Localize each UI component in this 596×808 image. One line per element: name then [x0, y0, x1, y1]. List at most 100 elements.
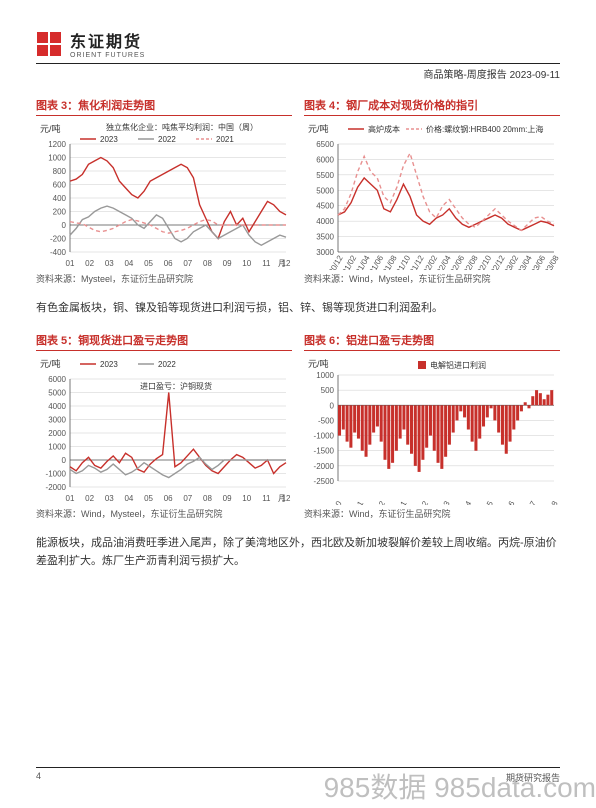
- svg-text:03: 03: [105, 259, 114, 268]
- watermark: 985数据 985data.com: [324, 766, 596, 806]
- svg-text:04: 04: [124, 259, 133, 268]
- page-number: 4: [36, 771, 41, 784]
- svg-text:500: 500: [321, 386, 335, 395]
- svg-text:07: 07: [183, 259, 192, 268]
- svg-text:03: 03: [105, 494, 114, 503]
- chart6: 元/吨电解铝进口利润-2500-2000-1500-1000-500050010…: [304, 355, 560, 505]
- chart5-source: 资料来源：Wind，Mysteel，东证衍生品研究院: [36, 507, 292, 520]
- svg-text:6000: 6000: [48, 375, 66, 384]
- svg-text:01: 01: [66, 494, 75, 503]
- svg-text:1000: 1000: [48, 154, 66, 163]
- chart4-source: 资料来源：Wind，Mysteel，东证衍生品研究院: [304, 272, 560, 285]
- svg-text:06: 06: [164, 494, 173, 503]
- chart5-title: 图表 5：铜现货进口盈亏走势图: [36, 332, 292, 351]
- svg-text:5000: 5000: [316, 186, 334, 195]
- svg-text:4000: 4000: [316, 217, 334, 226]
- svg-text:1200: 1200: [48, 140, 66, 149]
- svg-text:23/06: 23/06: [499, 499, 517, 505]
- svg-text:1000: 1000: [48, 442, 66, 451]
- chart3: 元/吨独立焦化企业：吨焦平均利润：中国（周）202320222021-400-2…: [36, 120, 292, 270]
- svg-text:23/08: 23/08: [543, 253, 560, 270]
- svg-text:月: 月: [278, 259, 286, 268]
- svg-text:23/08: 23/08: [542, 499, 560, 505]
- svg-text:-500: -500: [318, 416, 335, 425]
- svg-text:08: 08: [203, 259, 212, 268]
- svg-text:600: 600: [53, 181, 67, 190]
- brand-cn: 东证期货: [70, 28, 145, 52]
- svg-text:0: 0: [62, 456, 67, 465]
- brand-en: ORIENT FUTURES: [70, 52, 145, 59]
- svg-text:800: 800: [53, 167, 67, 176]
- svg-text:2023: 2023: [100, 360, 118, 369]
- svg-text:0: 0: [330, 401, 335, 410]
- chart6-title: 图表 6：铝进口盈亏走势图: [304, 332, 560, 351]
- chart6-source: 资料来源：Wind，东证衍生品研究院: [304, 507, 560, 520]
- svg-text:23/02: 23/02: [412, 499, 430, 505]
- logo-icon: [36, 31, 62, 57]
- chart4-title: 图表 4：钢厂成本对现货价格的指引: [304, 97, 560, 116]
- svg-text:09: 09: [223, 494, 232, 503]
- svg-text:01: 01: [66, 259, 75, 268]
- svg-text:02: 02: [85, 259, 94, 268]
- svg-text:07: 07: [183, 494, 192, 503]
- svg-text:2022: 2022: [158, 135, 176, 144]
- svg-text:23/07: 23/07: [520, 499, 538, 505]
- svg-text:400: 400: [53, 194, 67, 203]
- chart5: 元/吨 2023 2022 进口盈亏：沪铜现货 -2000 -1000 0 1000 2000 3…: [36, 355, 292, 505]
- svg-text:22/11: 22/11: [348, 499, 366, 505]
- svg-text:3500: 3500: [316, 233, 334, 242]
- chart3-source: 资料来源：Mysteel，东证衍生品研究院: [36, 272, 292, 285]
- svg-text:-1000: -1000: [314, 431, 335, 440]
- svg-text:3000: 3000: [316, 248, 334, 257]
- svg-text:-200: -200: [50, 235, 67, 244]
- svg-text:02: 02: [85, 494, 94, 503]
- paragraph-2: 能源板块，成品油消费旺季进入尾声，除了美湾地区外，西北欧及新加坡裂解价差较上周收…: [36, 534, 560, 571]
- svg-text:6000: 6000: [316, 155, 334, 164]
- svg-text:05: 05: [144, 259, 153, 268]
- svg-text:6500: 6500: [316, 140, 334, 149]
- svg-text:10: 10: [242, 494, 251, 503]
- svg-text:11: 11: [262, 494, 271, 503]
- svg-text:3000: 3000: [48, 415, 66, 424]
- svg-text:10: 10: [242, 259, 251, 268]
- svg-text:4000: 4000: [48, 402, 66, 411]
- svg-text:08: 08: [203, 494, 212, 503]
- svg-text:2021: 2021: [216, 135, 234, 144]
- paragraph-1: 有色金属板块，铜、镍及铅等现货进口利润亏损，铝、锌、锡等现货进口利润盈利。: [36, 299, 560, 318]
- svg-text:22/12: 22/12: [369, 499, 387, 505]
- svg-text:23/01: 23/01: [391, 499, 409, 505]
- svg-text:23/05: 23/05: [477, 499, 495, 505]
- svg-text:-2500: -2500: [314, 477, 335, 486]
- svg-text:月: 月: [278, 494, 286, 503]
- svg-text:5000: 5000: [48, 388, 66, 397]
- svg-text:11: 11: [262, 259, 271, 268]
- svg-text:元/吨: 元/吨: [40, 358, 61, 369]
- svg-text:0: 0: [62, 221, 67, 230]
- header: 东证期货 ORIENT FUTURES: [36, 28, 560, 59]
- svg-text:进口盈亏：沪铜现货: 进口盈亏：沪铜现货: [140, 381, 212, 391]
- chart3-title: 图表 3：焦化利润走势图: [36, 97, 292, 116]
- svg-text:1000: 1000: [316, 371, 334, 380]
- svg-text:-2000: -2000: [314, 462, 335, 471]
- svg-text:2022: 2022: [158, 360, 176, 369]
- svg-text:元/吨: 元/吨: [40, 123, 61, 134]
- svg-text:4500: 4500: [316, 202, 334, 211]
- svg-text:06: 06: [164, 259, 173, 268]
- svg-text:5500: 5500: [316, 171, 334, 180]
- svg-text:-400: -400: [50, 248, 67, 257]
- svg-text:高炉成本: 高炉成本: [368, 124, 400, 134]
- svg-text:2000: 2000: [48, 429, 66, 438]
- svg-text:-2000: -2000: [46, 483, 67, 492]
- svg-text:200: 200: [53, 208, 67, 217]
- header-divider: [36, 63, 560, 64]
- logo-text: 东证期货 ORIENT FUTURES: [70, 28, 145, 59]
- svg-text:04: 04: [124, 494, 133, 503]
- svg-text:23/04: 23/04: [456, 499, 474, 505]
- svg-text:电解铝进口利润: 电解铝进口利润: [430, 360, 486, 370]
- svg-text:05: 05: [144, 494, 153, 503]
- svg-text:-1000: -1000: [46, 469, 67, 478]
- chart4: 元/吨高炉成本价格:螺纹钢:HRB400 20mm:上海300035004000…: [304, 120, 560, 270]
- svg-text:元/吨: 元/吨: [308, 123, 329, 134]
- svg-text:22/10: 22/10: [326, 499, 344, 505]
- svg-text:09: 09: [223, 259, 232, 268]
